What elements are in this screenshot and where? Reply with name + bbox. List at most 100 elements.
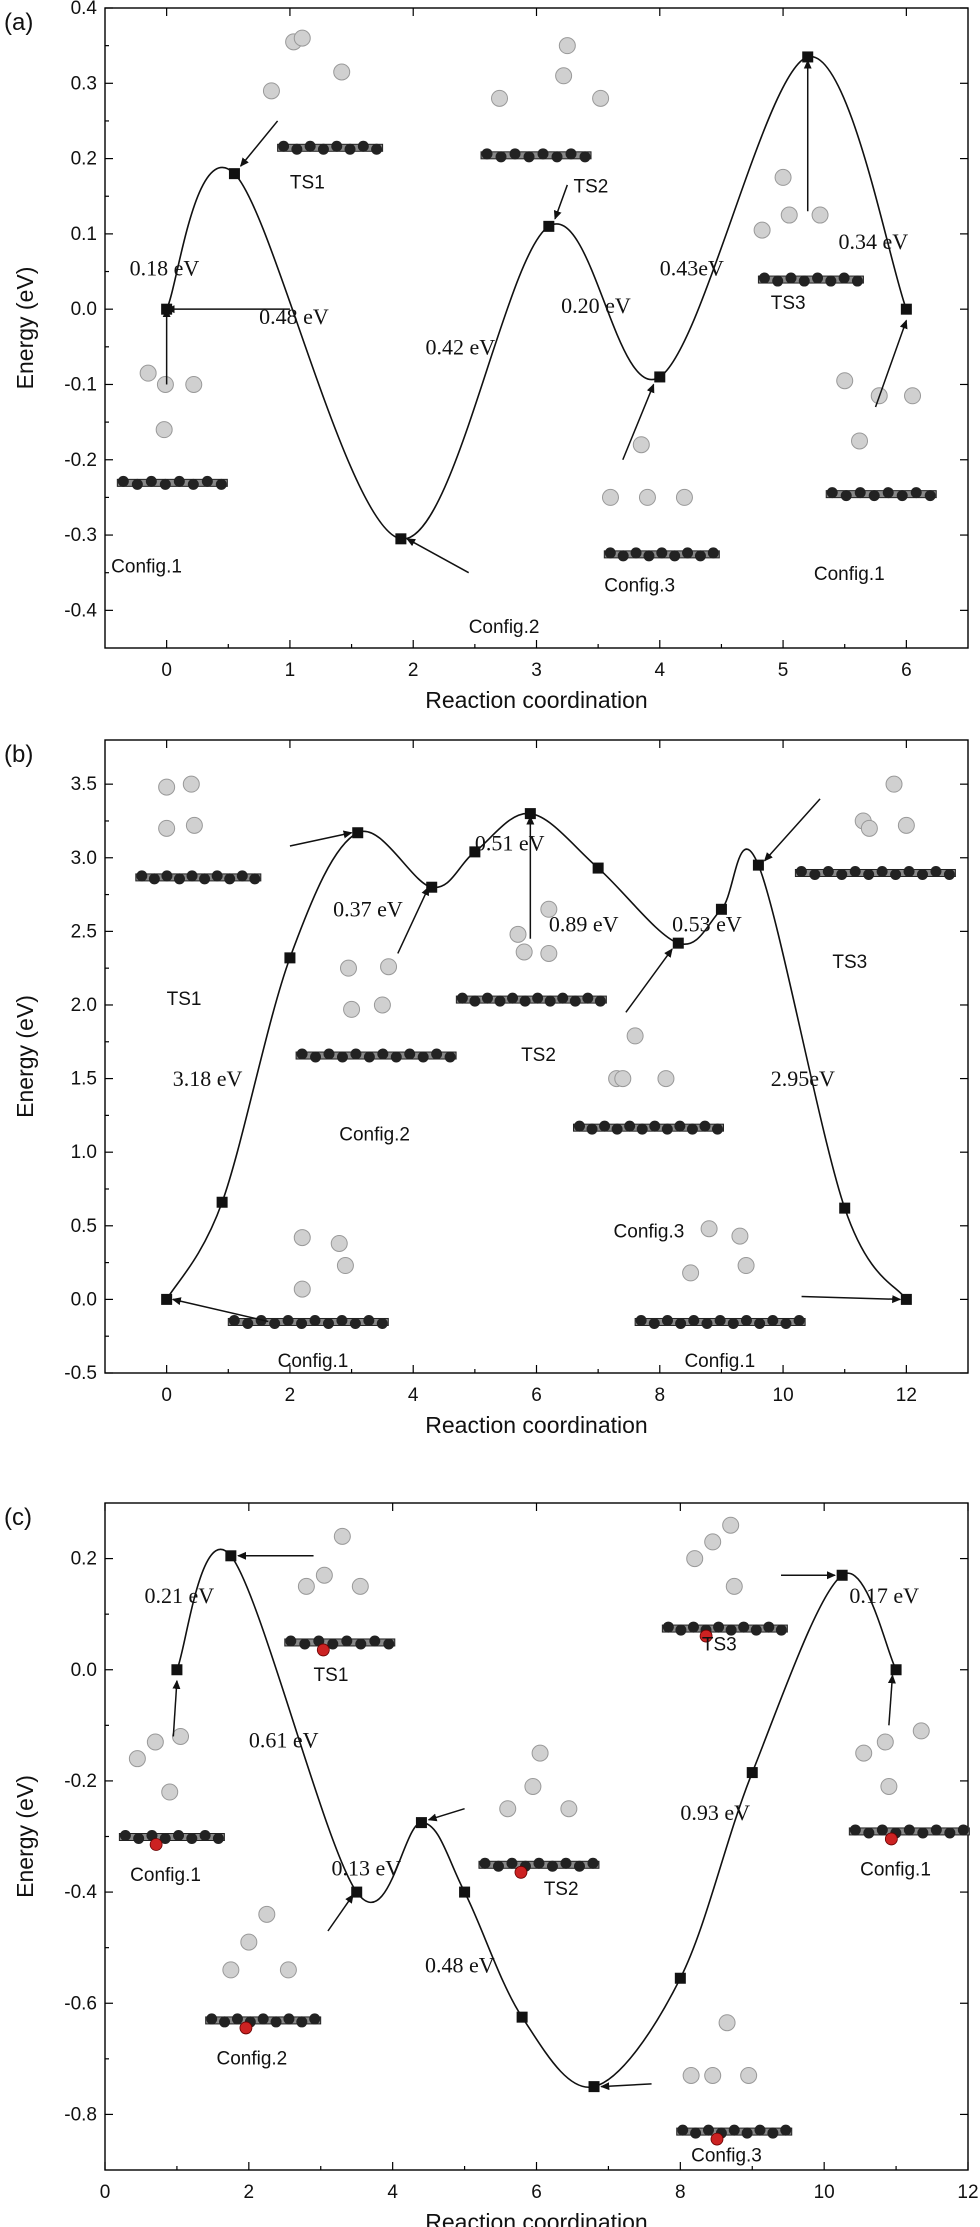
data-point (900, 1293, 912, 1305)
barrier-label: 0.61 eV (249, 1728, 319, 1753)
carbon-atom (677, 2124, 689, 2136)
hydrogen-atom (491, 89, 509, 107)
hydrogen-atom (880, 1777, 898, 1795)
x-axis-title: Reaction coordination (425, 687, 647, 713)
carbon-atom (711, 1123, 723, 1135)
hydrogen-atom (626, 1027, 644, 1045)
carbon-atom (383, 1638, 395, 1650)
data-point (216, 1196, 228, 1208)
carbon-atom (741, 2127, 753, 2139)
y-axis-title: Energy (eV) (12, 1775, 38, 1898)
graphene-sheet (277, 143, 384, 152)
carbon-atom (674, 1120, 686, 1132)
x-axis-title: Reaction coordination (425, 1412, 647, 1438)
carbon-atom (780, 2124, 792, 2136)
hydrogen-atom (336, 1257, 354, 1275)
x-tick-label: 2 (285, 1385, 296, 1406)
y-tick-label: -0.4 (64, 1882, 97, 1903)
carbon-atom (727, 1317, 739, 1329)
graphene-sheet (135, 873, 262, 882)
hydrogen-atom (722, 1516, 740, 1534)
config-label: Config.3 (614, 1222, 685, 1243)
config-label: TS3 (702, 1634, 737, 1655)
config-label: Config.1 (814, 564, 885, 585)
carbon-atom (944, 1827, 956, 1839)
carbon-atom (686, 1123, 698, 1135)
carbon-atom (349, 1317, 361, 1329)
molecule-structure (118, 1727, 225, 1851)
hydrogen-atom (380, 958, 398, 976)
carbon-atom (699, 1120, 711, 1132)
carbon-atom (481, 148, 493, 160)
carbon-atom (890, 868, 902, 880)
dopant-atom (710, 2132, 724, 2146)
x-tick-label: 4 (654, 660, 665, 681)
carbon-atom (714, 1314, 726, 1326)
data-point (588, 2081, 600, 2093)
carbon-atom (242, 1317, 254, 1329)
carbon-atom (822, 865, 834, 877)
data-point (592, 862, 604, 874)
carbon-atom (199, 873, 211, 885)
carbon-atom (506, 1857, 518, 1869)
graphene-sheet (118, 1833, 225, 1841)
y-tick-label: -0.4 (64, 600, 97, 621)
carbon-atom (215, 478, 227, 490)
carbon-atom (661, 1314, 673, 1326)
carbon-atom (257, 2013, 269, 2025)
hydrogen-atom (876, 1733, 894, 1751)
data-point (839, 1202, 851, 1214)
graphene-sheet (480, 151, 592, 160)
pointer-arrow (622, 383, 655, 461)
hydrogen-atom (897, 816, 915, 834)
carbon-atom (636, 1123, 648, 1135)
carbon-atom (390, 1051, 402, 1063)
carbon-atom (826, 487, 838, 499)
config-label: TS2 (521, 1045, 556, 1066)
hydrogen-atom (185, 816, 203, 834)
carbon-atom (136, 870, 148, 882)
carbon-atom (291, 143, 303, 155)
carbon-atom (133, 1833, 145, 1844)
hydrogen-atom (315, 1566, 333, 1584)
data-point (715, 903, 727, 915)
hydrogen-atom (912, 1722, 930, 1740)
graphene-sheet (295, 1051, 457, 1060)
data-point (674, 1972, 686, 1984)
carbon-atom (604, 547, 616, 559)
config-label: Config.3 (691, 2146, 762, 2167)
carbon-atom (285, 1635, 297, 1647)
carbon-atom (643, 550, 655, 562)
molecule-structure (205, 1905, 322, 2035)
carbon-atom (296, 1317, 308, 1329)
hydrogen-atom (780, 206, 798, 224)
carbon-atom (738, 1621, 750, 1633)
hydrogen-atom (333, 1527, 351, 1545)
carbon-atom (903, 1824, 915, 1836)
carbon-atom (186, 1833, 198, 1844)
config-label: TS3 (771, 293, 806, 314)
carbon-atom (851, 275, 863, 287)
pointer-arrow (327, 1894, 354, 1932)
carbon-atom (350, 1048, 362, 1060)
carbon-atom (282, 1314, 294, 1326)
hydrogen-atom (704, 2067, 722, 2085)
hydrogen-atom (182, 775, 200, 793)
y-tick-label: 0.0 (71, 1289, 97, 1310)
y-tick-label: 3.5 (71, 774, 97, 795)
hydrogen-atom (339, 959, 357, 977)
carbon-atom (910, 487, 922, 499)
x-tick-label: 8 (675, 2182, 686, 2203)
data-point (836, 1569, 848, 1581)
pointer-arrow (427, 1807, 465, 1822)
carbon-atom (145, 475, 157, 487)
config-label: TS2 (573, 176, 608, 197)
hydrogen-atom (700, 1220, 718, 1238)
carbon-atom (159, 478, 171, 490)
molecule-structure (601, 436, 720, 562)
carbon-atom (876, 1824, 888, 1836)
x-tick-label: 10 (814, 2182, 835, 2203)
hydrogen-atom (185, 375, 203, 393)
carbon-atom (444, 1051, 456, 1063)
data-point (225, 1550, 237, 1562)
